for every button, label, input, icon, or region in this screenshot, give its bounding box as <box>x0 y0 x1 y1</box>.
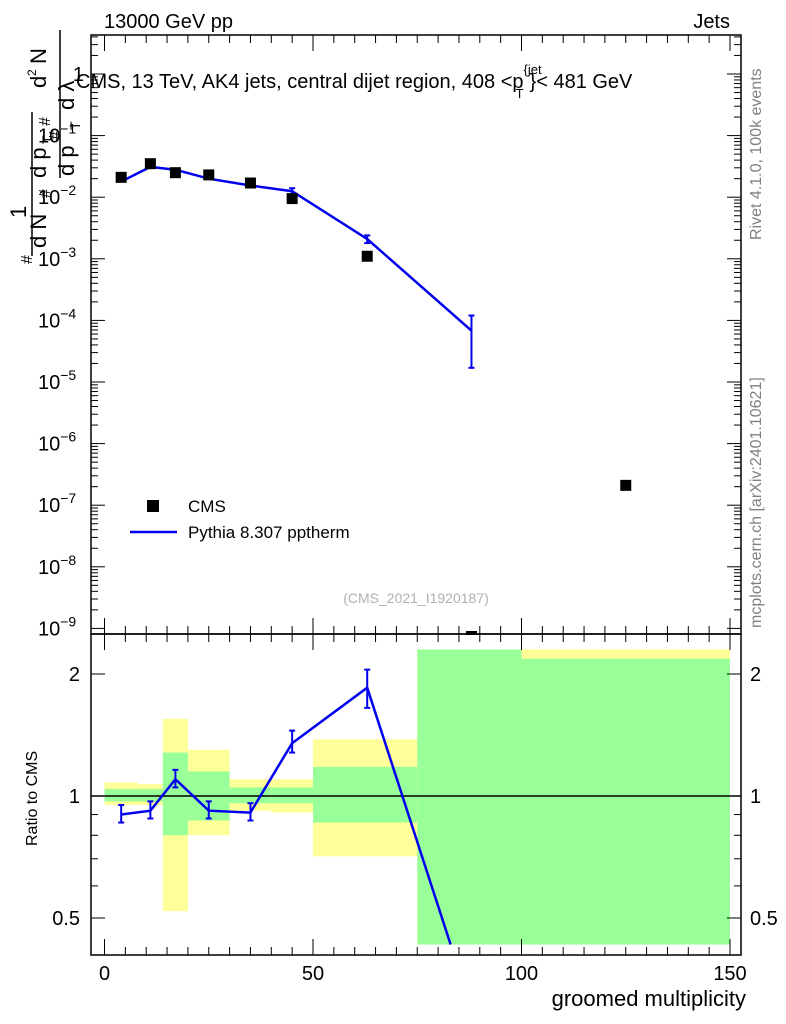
ylabel-d: d <box>26 76 51 88</box>
ylabel-T-2: T <box>67 121 83 130</box>
cms-data-point <box>620 479 632 491</box>
y-tick-label: 10−8 <box>38 552 76 579</box>
ratio-bands <box>104 649 730 945</box>
analysis-id: (CMS_2021_I1920187) <box>343 590 489 606</box>
mc-line <box>120 165 473 332</box>
ratio-y-tick-label: 1 <box>69 786 80 808</box>
ratio-axis-ticks: 0.5 0.5 1 1 2 2 <box>52 634 778 955</box>
y-tick-label: 10−7 <box>38 490 76 517</box>
x-tick-label: 0 <box>99 963 110 985</box>
y-tick-label: 10−6 <box>38 429 76 456</box>
title-sup: {jet <box>524 62 542 77</box>
y-tick-label: 10−5 <box>38 367 76 394</box>
main-axis-ticks: 1 10−1 10−2 10−3 10−4 10−5 10−6 10−7 10−8 10−9 <box>38 35 741 640</box>
process-label: Jets <box>693 11 730 33</box>
y-tick-label: 1 <box>73 64 84 86</box>
ratio-band-inner <box>162 752 188 836</box>
ylabel-one: 1 <box>6 206 31 218</box>
ratio-ylabel: Ratio to CMS <box>24 751 41 846</box>
ylabel-dlambda: d λ <box>54 81 79 110</box>
ratio-y-tick-label-right: 0.5 <box>750 908 778 930</box>
y-tick-label: 10−1 <box>38 121 76 148</box>
ratio-band-inner <box>104 789 138 802</box>
cms-data-point <box>286 193 298 205</box>
y-tick-label: 10−4 <box>38 305 76 332</box>
cms-data-point <box>244 177 256 189</box>
ratio-band-inner <box>417 649 522 945</box>
energy-label: 13000 GeV pp <box>104 11 233 33</box>
ratio-y-tick-label-right: 2 <box>750 664 761 686</box>
ylabel-hash-2: # <box>19 255 36 264</box>
legend-cms-marker <box>147 500 159 512</box>
ratio-band-inner <box>137 789 163 802</box>
ratio-y-tick-label-right: 1 <box>750 786 761 808</box>
plot-title: CMS, 13 TeV, AK4 jets, central dijet reg… <box>76 62 633 101</box>
ylabel-hash-3: # <box>37 117 54 126</box>
y-tick-label: 10−2 <box>38 182 76 209</box>
ylabel-dp: d p <box>26 147 51 178</box>
y-tick-label: 10−3 <box>38 244 76 271</box>
cms-data-point <box>169 167 181 179</box>
title-pre: CMS, 13 TeV, AK4 jets, central dijet reg… <box>76 71 524 93</box>
x-tick-label: 50 <box>302 963 324 985</box>
legend-cms-label: CMS <box>188 497 226 516</box>
x-axis-label: groomed multiplicity <box>552 986 746 1011</box>
main-ylabel: 1 d N # d p T # # d p T d λ # d 2 N <box>6 30 83 264</box>
rivet-label: Rivet 4.1.0, 100k events <box>748 68 765 240</box>
cms-data-point <box>144 158 156 170</box>
ratio-series <box>118 668 452 945</box>
ylabel-2: 2 <box>25 69 39 76</box>
ylabel-dp-2: d p <box>54 145 79 176</box>
x-tick-labels: 0 50 100 150 <box>99 963 747 985</box>
x-tick-label: 100 <box>505 963 538 985</box>
ratio-y-tick-label: 2 <box>69 664 80 686</box>
ylabel-hash-4: # <box>47 131 64 140</box>
title-sub: T <box>516 86 524 101</box>
cms-data-point <box>203 169 215 181</box>
ylabel-N: N <box>26 48 51 64</box>
ylabel-dN: d N <box>26 214 51 248</box>
cms-data-point <box>465 631 477 635</box>
y-tick-label: 10−9 <box>38 613 76 640</box>
legend-mc-label: Pythia 8.307 pptherm <box>188 523 350 542</box>
ratio-band-inner <box>521 658 730 945</box>
legend: CMS Pythia 8.307 pptherm <box>130 497 350 542</box>
ylabel-T-1: T <box>39 135 55 144</box>
x-tick-label: 150 <box>713 963 746 985</box>
ratio-band-inner <box>313 766 418 823</box>
ratio-frame <box>90 633 742 956</box>
cms-data-point <box>115 171 127 183</box>
main-series <box>115 158 632 635</box>
ylabel-hash-1: # <box>37 189 54 198</box>
main-frame <box>90 34 742 635</box>
mcplots-label: mcplots.cern.ch [arXiv:2401.10621] <box>748 377 765 628</box>
cms-data-point <box>361 250 373 262</box>
ratio-mc-line <box>121 685 452 945</box>
title-post: }< 481 GeV <box>530 71 634 93</box>
ratio-y-tick-label: 0.5 <box>52 908 80 930</box>
